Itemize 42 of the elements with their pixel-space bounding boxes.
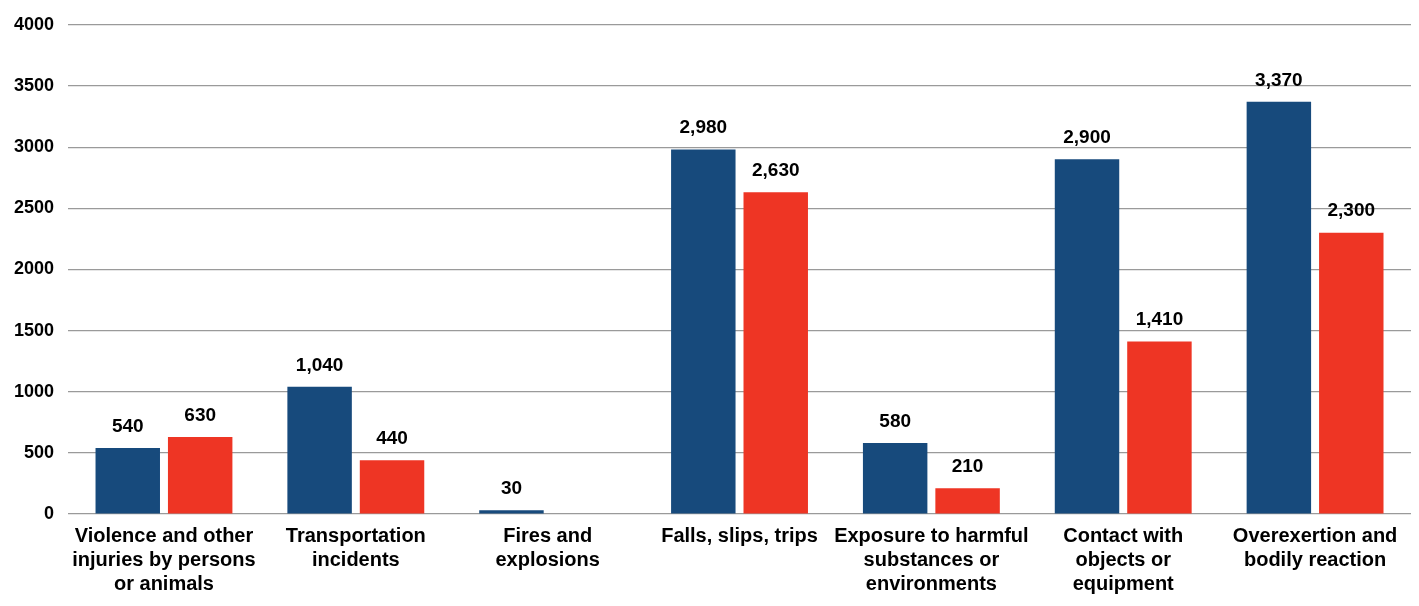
bar bbox=[167, 436, 233, 514]
x-tick-label: Falls, slips, trips bbox=[661, 523, 818, 546]
x-tick-label: Exposure to harmful substances or environments bbox=[834, 523, 1029, 594]
data-label: 440 bbox=[376, 426, 408, 448]
y-tick-label: 2500 bbox=[14, 197, 55, 218]
data-label: 2,900 bbox=[1063, 126, 1111, 148]
data-label: 1,040 bbox=[295, 353, 344, 375]
bar bbox=[95, 447, 160, 514]
bar bbox=[862, 443, 928, 514]
y-tick-label: 1000 bbox=[14, 380, 55, 401]
data-label: 1,410 bbox=[1135, 308, 1184, 330]
y-tick-label: 1500 bbox=[14, 319, 55, 340]
bar bbox=[1054, 159, 1120, 514]
y-tick-label: 4000 bbox=[14, 13, 55, 34]
y-tick-label: 500 bbox=[24, 441, 55, 462]
x-tick-label: Overexertion and bodily reaction bbox=[1232, 523, 1398, 570]
y-tick-label: 0 bbox=[44, 502, 55, 523]
data-label: 2,300 bbox=[1327, 199, 1376, 221]
x-tick-label: Contact with objects or equipment bbox=[1063, 523, 1184, 594]
bar bbox=[359, 460, 425, 514]
y-tick-label: 2000 bbox=[14, 258, 55, 279]
bar bbox=[671, 149, 736, 514]
x-tick-label: Violence and other injuries by persons or animals bbox=[72, 523, 256, 594]
bar bbox=[1246, 101, 1312, 514]
bar bbox=[287, 386, 352, 514]
data-label: 540 bbox=[111, 414, 144, 436]
data-label: 2,980 bbox=[679, 116, 728, 138]
data-label: 630 bbox=[184, 403, 217, 425]
bar bbox=[935, 488, 1000, 514]
bar bbox=[1319, 232, 1384, 514]
bar bbox=[479, 510, 544, 514]
data-label: 3,370 bbox=[1255, 68, 1303, 90]
data-label: 580 bbox=[879, 409, 912, 431]
bar bbox=[743, 192, 808, 514]
data-label: 210 bbox=[951, 455, 984, 477]
y-tick-label: 3500 bbox=[14, 74, 55, 95]
x-tick-label: Fires and explosions bbox=[495, 523, 600, 570]
x-tick-label: Transportation incidents bbox=[285, 523, 426, 570]
data-label: 30 bbox=[500, 477, 523, 499]
y-tick-label: 3000 bbox=[14, 136, 55, 157]
data-label: 2,630 bbox=[751, 159, 800, 181]
bar bbox=[1127, 341, 1192, 514]
